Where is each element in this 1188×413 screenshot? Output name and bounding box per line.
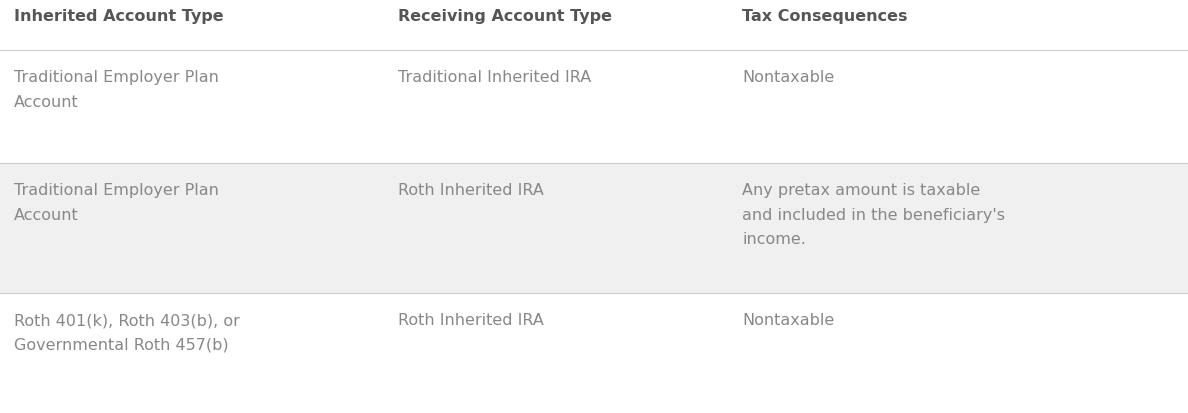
Text: Any pretax amount is taxable
and included in the beneficiary's
income.: Any pretax amount is taxable and include… [742, 183, 1005, 247]
Text: Traditional Employer Plan
Account: Traditional Employer Plan Account [14, 70, 219, 109]
Text: Tax Consequences: Tax Consequences [742, 9, 908, 24]
Bar [0, 50, 1188, 163]
Text: Inherited Account Type: Inherited Account Type [14, 9, 223, 24]
Text: Nontaxable: Nontaxable [742, 313, 835, 328]
Bar [0, 293, 1188, 413]
Bar [0, 163, 1188, 293]
Text: Roth Inherited IRA: Roth Inherited IRA [398, 183, 544, 198]
Text: Nontaxable: Nontaxable [742, 70, 835, 85]
Text: Traditional Inherited IRA: Traditional Inherited IRA [398, 70, 592, 85]
Text: Receiving Account Type: Receiving Account Type [398, 9, 612, 24]
Text: Roth 401(k), Roth 403(b), or
Governmental Roth 457(b): Roth 401(k), Roth 403(b), or Governmenta… [14, 313, 240, 353]
Text: Roth Inherited IRA: Roth Inherited IRA [398, 313, 544, 328]
Text: Traditional Employer Plan
Account: Traditional Employer Plan Account [14, 183, 219, 223]
